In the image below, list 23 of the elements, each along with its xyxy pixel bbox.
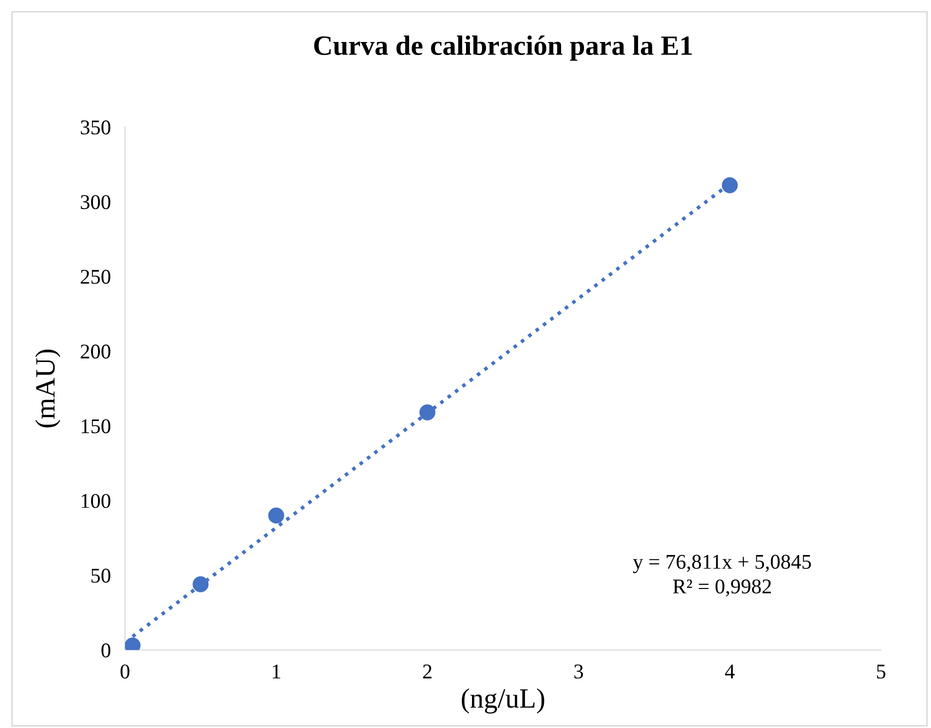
y-tick-label: 150 — [82, 419, 110, 434]
x-tick-label: 0 — [120, 664, 130, 679]
annotation: y = 76,811x + 5,0845 — [633, 554, 811, 574]
y-tick-label: 0 — [101, 643, 110, 658]
y-tick-label: 350 — [80, 120, 110, 134]
y-tick-label: 50 — [91, 568, 110, 583]
point — [419, 404, 436, 420]
x-axis-title: (ng/uL) — [462, 688, 544, 714]
x-tick-label: 4 — [725, 664, 735, 678]
annotation: R² = 0,9982 — [673, 579, 771, 596]
x-tick-label: 2 — [423, 664, 432, 678]
y-tick-label: 200 — [80, 344, 110, 359]
chart-title: Curva de calibración para la E1 — [314, 35, 692, 61]
x-tick-label: 3 — [574, 664, 583, 679]
x-tick-label: 5 — [877, 664, 886, 679]
point — [192, 576, 209, 592]
y-tick-label: 250 — [80, 270, 110, 284]
y-tick-label: 100 — [82, 494, 110, 508]
x-tick-label: 1 — [272, 664, 280, 678]
y-tick-label: 300 — [80, 195, 110, 210]
point — [268, 508, 284, 524]
y-axis-title: (mAU) — [35, 350, 60, 428]
point — [722, 177, 738, 194]
